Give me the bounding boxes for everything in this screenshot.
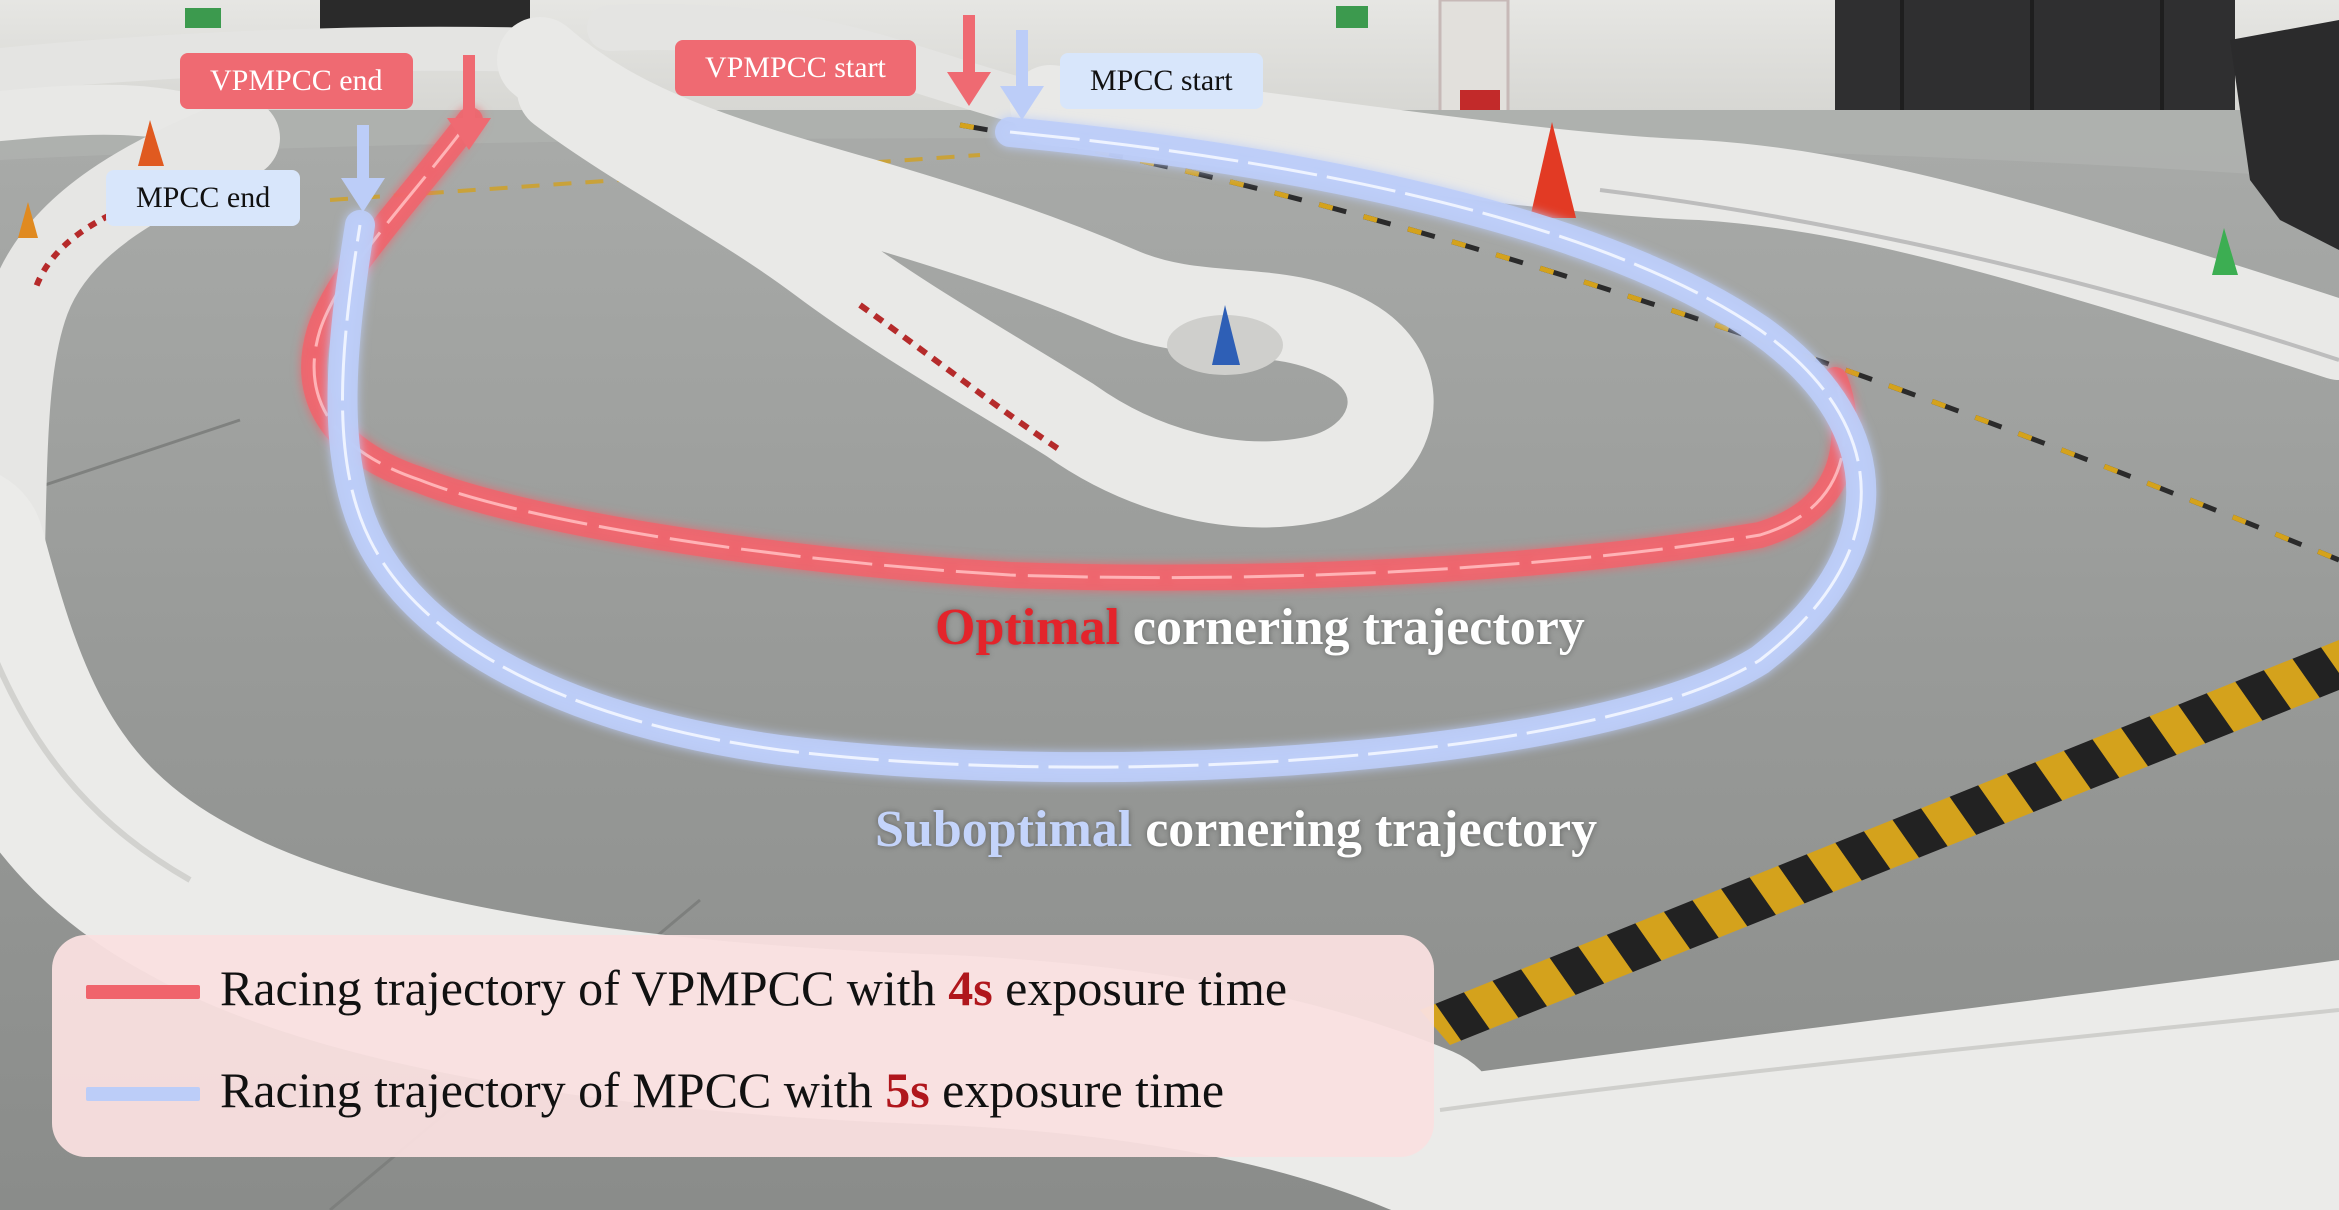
- legend-vpmpcc-suffix: exposure time: [992, 960, 1288, 1016]
- arrow-mpcc-start: [1000, 30, 1044, 120]
- tube-right: [1010, 65, 2339, 380]
- legend-text-mpcc: Racing trajectory of MPCC with 5s exposu…: [220, 1061, 1224, 1119]
- legend-box: Racing trajectory of VPMPCC with 4s expo…: [52, 935, 1434, 1157]
- arrow-mpcc-end: [341, 125, 385, 212]
- tube-center-serpentine: [497, 17, 1434, 528]
- suboptimal-word: Suboptimal: [875, 801, 1133, 858]
- vpmpcc-start-label: VPMPCC start: [675, 40, 916, 96]
- legend-swatch-mpcc: [86, 1087, 200, 1101]
- wall-panel: [320, 0, 530, 30]
- blue-cone: [1212, 305, 1240, 365]
- cone-left-small: [18, 202, 38, 238]
- tube-far-left: [0, 26, 562, 93]
- legend-mpcc-exposure: 5s: [885, 1062, 930, 1118]
- legend-mpcc-prefix: Racing trajectory of MPCC with: [220, 1062, 886, 1118]
- cone-right: [1530, 122, 1576, 218]
- vpmpcc-end-label: VPMPCC end: [180, 53, 413, 109]
- cone-left: [138, 120, 164, 166]
- chair: [2230, 20, 2339, 250]
- hazard-stripe: [1420, 640, 2339, 1045]
- legend-mpcc-suffix: exposure time: [929, 1062, 1225, 1118]
- mpcc-end-label: MPCC end: [106, 170, 301, 226]
- legend-vpmpcc-prefix: Racing trajectory of VPMPCC with: [220, 960, 949, 1016]
- exit-sign-left: [185, 8, 221, 28]
- suboptimal-caption: Suboptimal cornering trajectory: [875, 800, 1597, 859]
- arrow-vpmpcc-start: [947, 15, 991, 106]
- optimal-caption: Optimal cornering trajectory: [935, 598, 1585, 657]
- exit-sign-right: [1336, 6, 1368, 28]
- floor-dashed-line-right: [959, 122, 2339, 563]
- legend-item-vpmpcc: Racing trajectory of VPMPCC with 4s expo…: [52, 947, 1434, 1037]
- legend-swatch-vpmpcc: [86, 985, 200, 999]
- legend-item-mpcc: Racing trajectory of MPCC with 5s exposu…: [52, 1049, 1434, 1139]
- trajectory-vpmpcc: [301, 107, 1858, 591]
- optimal-caption-rest: cornering trajectory: [1119, 599, 1585, 656]
- suboptimal-caption-rest: cornering trajectory: [1132, 801, 1598, 858]
- legend-vpmpcc-exposure: 4s: [948, 960, 993, 1016]
- arrow-vpmpcc-end: [447, 55, 491, 150]
- cone-green: [2212, 228, 2238, 275]
- legend-text-vpmpcc: Racing trajectory of VPMPCC with 4s expo…: [220, 959, 1287, 1017]
- trajectory-mpcc: [327, 117, 1877, 783]
- mpcc-start-label: MPCC start: [1060, 53, 1263, 109]
- optimal-word: Optimal: [935, 599, 1120, 656]
- tube-near-right: [1400, 960, 2339, 1210]
